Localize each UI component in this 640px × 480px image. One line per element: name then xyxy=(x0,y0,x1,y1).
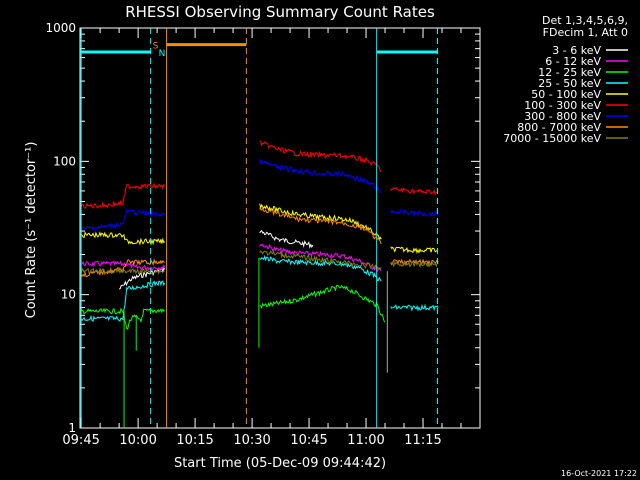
x-tick-label: 11:15 xyxy=(404,433,441,448)
x-tick-label: 10:45 xyxy=(290,433,327,448)
x-axis: 09:45 10:00 10:15 10:30 10:45 11:00 11:15 xyxy=(62,28,481,448)
legend-header: Det 1,3,4,5,6,9, xyxy=(542,14,628,27)
series-line xyxy=(390,260,439,268)
x-tick-label: 10:30 xyxy=(233,433,270,448)
annotation-layer: NS xyxy=(80,28,438,428)
legend-entry: 50 - 100 keV xyxy=(531,88,601,101)
legend-entry: 12 - 25 keV xyxy=(538,66,601,79)
series-line xyxy=(259,249,382,271)
series-line xyxy=(80,260,166,272)
legend-entry: 300 - 800 keV xyxy=(524,110,601,123)
series-line xyxy=(390,246,439,255)
series-line xyxy=(80,258,165,278)
y-tick-label: 1 xyxy=(68,421,76,435)
chart-title: RHESSI Observing Summary Count Rates xyxy=(125,3,435,21)
y-tick-label: 1000 xyxy=(45,21,76,35)
series-line xyxy=(259,243,382,273)
legend-entry: 3 - 6 keV xyxy=(552,44,601,57)
series-line xyxy=(259,206,382,245)
legend-entry: 6 - 12 keV xyxy=(545,55,601,68)
x-tick-label: 10:15 xyxy=(176,433,213,448)
legend-entry: 7000 - 15000 keV xyxy=(503,132,601,145)
x-tick-label: 10:00 xyxy=(119,433,156,448)
series-line xyxy=(259,203,382,241)
series-line xyxy=(390,208,439,218)
series-line xyxy=(259,158,382,194)
series-line xyxy=(80,280,166,323)
night-label: N xyxy=(159,49,166,59)
x-tick-label: 09:45 xyxy=(62,433,99,448)
legend: Det 1,3,4,5,6,9,FDecim 1, Att 0 3 - 6 keV… xyxy=(503,14,628,145)
legend-entry: 800 - 7000 keV xyxy=(517,121,601,134)
y-axis-label: Count Rate (s⁻¹ detector⁻¹) xyxy=(24,142,39,319)
y-axis: 1 10 100 1000 xyxy=(45,21,480,435)
saa-label: S xyxy=(153,42,159,52)
series-line xyxy=(259,140,382,173)
series-line xyxy=(80,231,166,246)
series-line xyxy=(259,229,314,249)
plot-frame xyxy=(79,27,481,429)
series-line xyxy=(81,209,165,231)
series-line xyxy=(390,303,439,312)
legend-entry: 100 - 300 keV xyxy=(524,99,601,112)
series-layer xyxy=(80,140,439,428)
y-tick-label: 100 xyxy=(53,154,76,168)
x-tick-label: 11:00 xyxy=(347,433,384,448)
series-line xyxy=(259,284,386,323)
y-tick-label: 10 xyxy=(61,288,76,302)
plot-border xyxy=(79,27,481,429)
legend-header: FDecim 1, Att 0 xyxy=(543,26,628,39)
series-line xyxy=(390,187,439,196)
series-line xyxy=(259,254,382,282)
series-line xyxy=(80,182,166,209)
x-axis-label: Start Time (05-Dec-09 09:44:42) xyxy=(174,456,386,471)
legend-entry: 25 - 50 keV xyxy=(538,77,601,90)
footer-timestamp: 16-Oct-2021 17:22 xyxy=(561,469,637,478)
